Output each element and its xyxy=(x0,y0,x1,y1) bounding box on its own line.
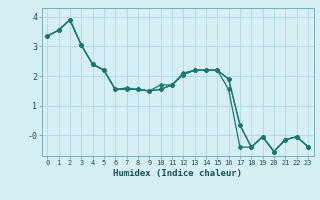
X-axis label: Humidex (Indice chaleur): Humidex (Indice chaleur) xyxy=(113,169,242,178)
